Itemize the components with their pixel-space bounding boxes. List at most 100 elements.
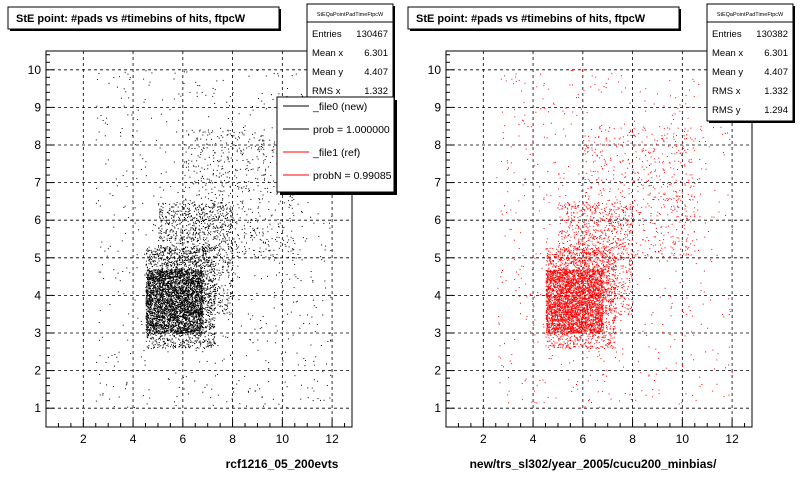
scatter-point bbox=[180, 300, 182, 301]
scatter-point bbox=[159, 232, 161, 234]
scatter-point bbox=[177, 228, 179, 230]
scatter-point bbox=[172, 215, 174, 217]
scatter-point bbox=[148, 301, 150, 303]
scatter-point bbox=[158, 240, 160, 242]
scatter-point bbox=[210, 302, 212, 304]
scatter-point bbox=[202, 280, 204, 282]
scatter-point bbox=[164, 247, 165, 249]
scatter-point bbox=[150, 334, 152, 336]
scatter-point bbox=[190, 252, 192, 254]
scatter-point bbox=[169, 248, 171, 250]
scatter-point bbox=[171, 300, 173, 302]
scatter-point bbox=[229, 313, 231, 315]
scatter-point bbox=[147, 249, 149, 251]
scatter-point bbox=[199, 345, 201, 347]
scatter-point bbox=[165, 265, 167, 267]
scatter-point bbox=[177, 293, 179, 295]
scatter-point bbox=[154, 318, 156, 320]
scatter-point bbox=[196, 330, 198, 332]
scatter-point bbox=[190, 295, 192, 297]
scatter-point bbox=[202, 298, 204, 300]
scatter-point bbox=[178, 325, 179, 327]
scatter-point bbox=[199, 271, 201, 272]
scatter-point bbox=[208, 342, 210, 344]
scatter-point bbox=[169, 270, 171, 272]
scatter-point bbox=[145, 303, 147, 305]
scatter-point bbox=[183, 306, 185, 307]
scatter-point bbox=[175, 298, 177, 300]
scatter-point bbox=[214, 292, 216, 294]
scatter-point bbox=[206, 278, 208, 280]
scatter-point bbox=[162, 212, 163, 214]
scatter-point bbox=[199, 308, 201, 309]
scatter-point bbox=[167, 291, 169, 293]
scatter-point bbox=[177, 305, 179, 307]
scatter-point bbox=[225, 204, 227, 206]
scatter-point bbox=[145, 290, 147, 291]
scatter-point bbox=[148, 250, 150, 252]
scatter-point bbox=[154, 285, 156, 287]
scatter-point bbox=[191, 305, 193, 307]
scatter-point bbox=[149, 297, 150, 299]
scatter-point bbox=[158, 343, 160, 345]
scatter-point bbox=[205, 307, 207, 309]
scatter-point bbox=[186, 292, 188, 294]
scatter-point bbox=[173, 230, 175, 232]
scatter-point bbox=[150, 261, 152, 263]
scatter-point bbox=[177, 333, 179, 335]
scatter-point bbox=[174, 331, 175, 333]
scatter-point bbox=[169, 314, 171, 316]
scatter-point bbox=[157, 300, 159, 302]
scatter-point bbox=[203, 212, 205, 214]
scatter-point bbox=[193, 312, 195, 313]
scatter-point bbox=[154, 299, 156, 301]
scatter-point bbox=[157, 307, 158, 309]
scatter-point bbox=[201, 288, 203, 289]
scatter-point bbox=[194, 256, 196, 258]
scatter-point bbox=[207, 265, 209, 267]
scatter-point bbox=[169, 240, 171, 241]
scatter-point bbox=[198, 347, 200, 349]
scatter-point bbox=[192, 228, 194, 230]
scatter-point bbox=[203, 259, 205, 260]
scatter-point bbox=[179, 256, 181, 258]
scatter-point bbox=[170, 320, 172, 322]
scatter-point bbox=[200, 280, 202, 281]
scatter-point bbox=[149, 307, 151, 309]
scatter-point bbox=[186, 281, 188, 283]
scatter-point bbox=[187, 207, 189, 209]
scatter-point bbox=[166, 238, 168, 240]
scatter-point bbox=[186, 253, 187, 255]
scatter-point bbox=[173, 347, 174, 349]
scatter-point bbox=[183, 318, 185, 319]
scatter-point bbox=[193, 285, 195, 287]
scatter-point bbox=[223, 290, 225, 292]
scatter-point bbox=[210, 332, 212, 334]
scatter-point bbox=[191, 325, 193, 327]
scatter-point bbox=[168, 269, 170, 271]
scatter-point bbox=[204, 298, 206, 300]
scatter-point bbox=[177, 286, 179, 288]
scatter-point bbox=[203, 287, 205, 289]
scatter-point bbox=[170, 254, 172, 256]
scatter-point bbox=[201, 289, 203, 291]
scatter-point bbox=[194, 246, 195, 247]
scatter-point bbox=[191, 314, 193, 316]
scatter-point bbox=[148, 246, 150, 248]
scatter-point bbox=[192, 262, 193, 264]
scatter-point bbox=[203, 237, 205, 239]
scatter-point bbox=[146, 332, 148, 334]
scatter-point bbox=[172, 309, 174, 311]
scatter-point bbox=[177, 321, 179, 322]
scatter-point bbox=[177, 272, 178, 274]
scatter-point bbox=[227, 265, 229, 267]
scatter-point bbox=[156, 279, 158, 281]
scatter-point bbox=[163, 328, 165, 330]
scatter-point bbox=[174, 271, 176, 273]
scatter-point bbox=[148, 311, 150, 313]
scatter-point bbox=[214, 307, 216, 309]
scatter-point bbox=[199, 319, 201, 320]
scatter-point bbox=[185, 327, 187, 329]
scatter-point bbox=[207, 234, 209, 236]
scatter-point bbox=[172, 278, 174, 280]
